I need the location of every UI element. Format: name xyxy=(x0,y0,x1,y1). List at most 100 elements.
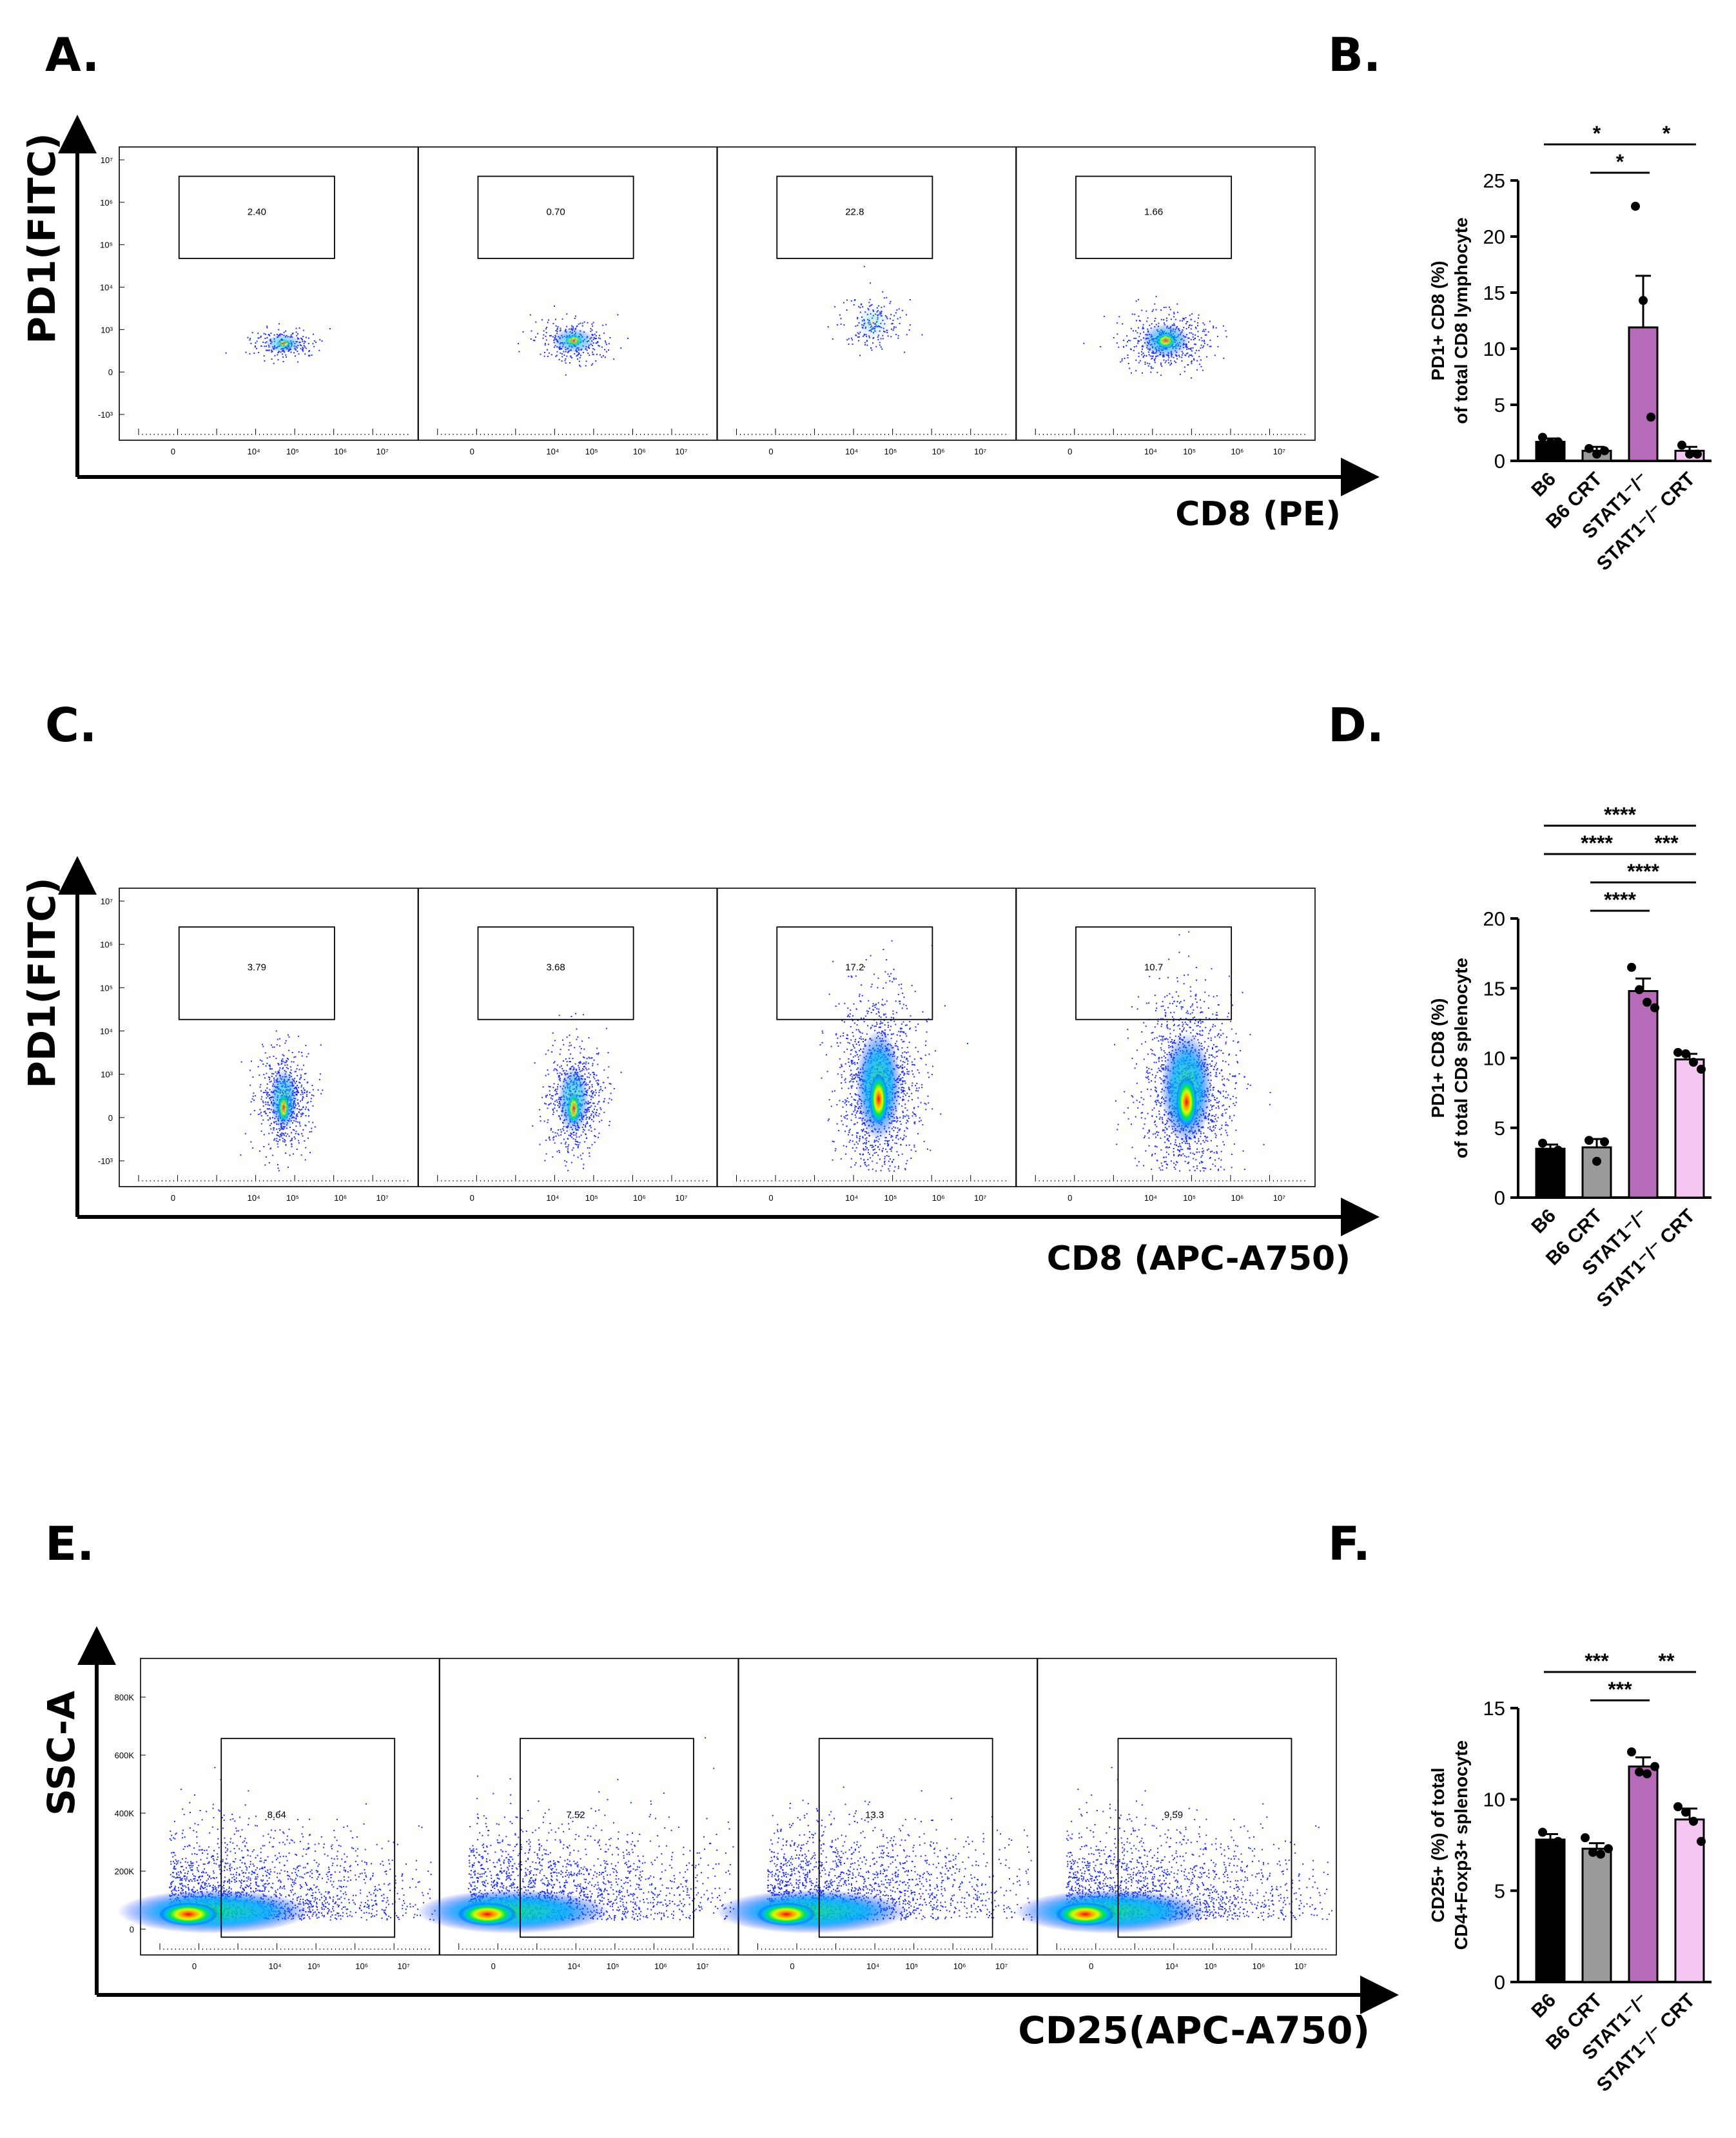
density-dot xyxy=(882,1004,884,1006)
density-dot xyxy=(1204,324,1205,326)
density-dot xyxy=(906,1063,908,1065)
density-dot xyxy=(578,323,580,325)
density-dot xyxy=(913,1107,915,1109)
density-dot xyxy=(569,1042,571,1044)
density-dot xyxy=(935,1050,937,1052)
density-dot xyxy=(1133,349,1135,351)
density-dot xyxy=(302,1107,304,1109)
density-dot xyxy=(906,1114,908,1116)
density-dot xyxy=(1196,349,1198,351)
density-dot xyxy=(932,1065,933,1067)
density-dot xyxy=(308,351,310,353)
density-dot xyxy=(1191,332,1193,334)
density-dot xyxy=(304,346,306,348)
density-dot xyxy=(591,323,593,325)
density-dot xyxy=(911,1061,913,1063)
density-dot xyxy=(574,1140,576,1142)
density-dot xyxy=(270,1044,272,1046)
density-dot xyxy=(1185,355,1187,356)
density-dot xyxy=(861,995,863,996)
density-dot xyxy=(849,1140,851,1142)
density-dot xyxy=(1157,1095,1159,1097)
density-dot xyxy=(853,1078,855,1080)
density-dot xyxy=(293,1061,295,1063)
density-dot xyxy=(893,327,895,329)
density-dot xyxy=(906,1128,908,1130)
density-dot xyxy=(875,1004,877,1005)
density-dot xyxy=(895,978,897,980)
density-dot xyxy=(1204,331,1205,333)
density-dot xyxy=(826,1054,827,1056)
density-dot xyxy=(578,1065,580,1067)
density-dot xyxy=(917,1090,919,1092)
density-dot xyxy=(854,1164,856,1166)
density-dot xyxy=(868,1000,870,1002)
density-dot xyxy=(582,1068,583,1070)
density-dot xyxy=(828,1118,830,1120)
density-dot xyxy=(592,1071,594,1073)
density-dot xyxy=(269,1065,271,1067)
density-dot xyxy=(552,1103,554,1105)
density-dot xyxy=(297,1090,298,1092)
density-dot xyxy=(888,1133,890,1135)
density-dot xyxy=(580,322,581,324)
density-dot xyxy=(298,1087,300,1089)
density-dot xyxy=(867,1025,869,1027)
density-dot xyxy=(558,358,560,360)
density-dot xyxy=(583,1163,585,1165)
density-dot xyxy=(578,353,580,355)
density-dot xyxy=(564,1160,566,1161)
density-dot xyxy=(870,304,872,306)
density-dot xyxy=(1187,352,1189,354)
density-dot xyxy=(571,357,573,359)
density-dot xyxy=(298,1109,300,1111)
density-dot xyxy=(590,331,592,333)
density-dot xyxy=(867,1158,869,1160)
density-dot xyxy=(852,1044,854,1045)
density-dot xyxy=(844,1131,846,1132)
density-dot xyxy=(903,1134,905,1136)
density-dot xyxy=(922,1124,924,1126)
flow-ytick-label: 10⁶ xyxy=(100,940,113,949)
density-dot xyxy=(295,1115,297,1117)
density-dot xyxy=(262,1064,264,1065)
density-dot xyxy=(842,1106,844,1108)
density-dot xyxy=(1141,345,1143,347)
density-dot xyxy=(866,1142,867,1143)
flow-xtick-label: 0 xyxy=(470,1193,474,1203)
density-dot xyxy=(892,1010,894,1012)
density-dot xyxy=(902,1031,904,1033)
density-dot xyxy=(574,318,576,319)
density-dot xyxy=(912,1082,913,1084)
density-dot xyxy=(1147,1073,1149,1074)
density-dot xyxy=(302,1135,304,1137)
density-dot xyxy=(895,1135,897,1137)
density-dot xyxy=(282,1067,284,1069)
density-dot xyxy=(887,1026,889,1028)
flow-ytick-label: 10⁴ xyxy=(100,1027,113,1036)
density-dot xyxy=(855,1038,857,1040)
density-dot xyxy=(849,1013,851,1015)
flow-xtick-label: 10⁴ xyxy=(248,447,260,456)
density-dot xyxy=(899,1003,901,1005)
flow-xtick-label: 10⁵ xyxy=(585,1193,598,1203)
density-dot xyxy=(275,1071,277,1073)
density-dot xyxy=(300,1154,302,1156)
density-core xyxy=(565,335,583,347)
density-dot xyxy=(552,1113,554,1115)
density-dot xyxy=(912,1099,913,1101)
density-dot xyxy=(902,1111,904,1113)
density-dot xyxy=(296,1114,298,1116)
density-dot xyxy=(882,1147,884,1149)
density-dot xyxy=(602,355,604,356)
density-dot xyxy=(532,340,534,341)
density-dot xyxy=(925,1040,927,1042)
density-dot xyxy=(1131,1006,1133,1008)
density-dot xyxy=(889,1148,891,1150)
density-dot xyxy=(846,1048,848,1050)
density-dot xyxy=(864,1142,866,1143)
density-dot xyxy=(301,1051,303,1053)
density-dot xyxy=(605,351,607,353)
density-dot xyxy=(894,1166,896,1168)
density-dot xyxy=(610,1083,612,1085)
